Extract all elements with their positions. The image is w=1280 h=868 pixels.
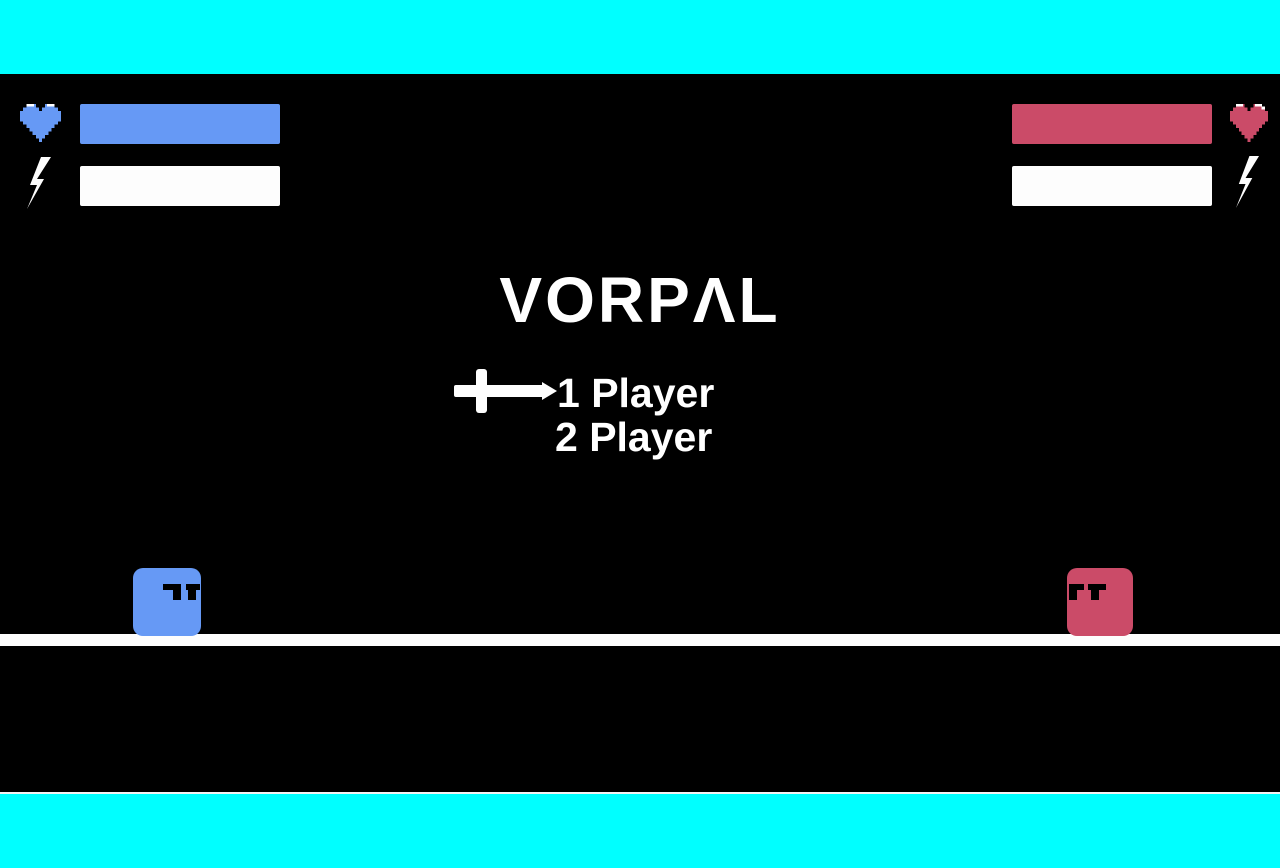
bottom-ground-line	[0, 792, 1280, 794]
player1-health-bar	[80, 104, 280, 144]
player1-fighter-sprite	[133, 568, 201, 636]
player2-lightning-icon	[1234, 156, 1260, 208]
player1-energy-fill	[80, 166, 280, 206]
ground-line	[0, 634, 1280, 646]
player1-heart-icon	[20, 104, 61, 142]
player1-lightning-icon	[25, 157, 52, 209]
sword-cursor-icon	[454, 369, 557, 413]
letterbox-top-bar	[0, 0, 1280, 74]
menu-item-2-player[interactable]: 2 Player	[555, 414, 713, 460]
player1-health-fill	[80, 104, 280, 144]
player2-energy-bar	[1012, 166, 1212, 206]
menu-item-1-player[interactable]: 1 Player	[557, 370, 715, 416]
player1-eye-left	[163, 584, 181, 590]
letterbox-bottom-bar	[0, 794, 1280, 868]
player2-energy-fill	[1012, 166, 1212, 206]
player2-heart-icon	[1230, 104, 1268, 142]
player1-energy-bar	[80, 166, 280, 206]
page-title: VORPΛL	[499, 264, 781, 336]
player2-fighter-sprite	[1067, 568, 1133, 636]
player2-health-fill	[1012, 104, 1212, 144]
player2-health-bar	[1012, 104, 1212, 144]
